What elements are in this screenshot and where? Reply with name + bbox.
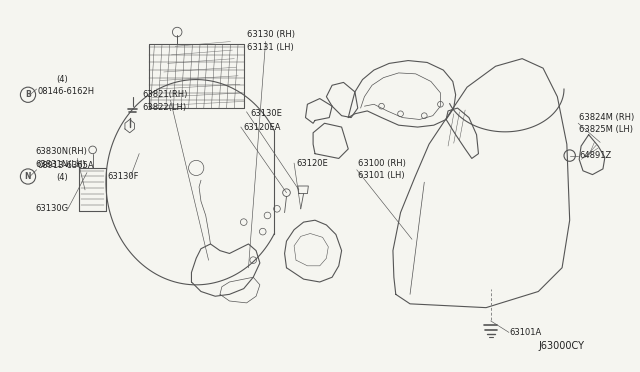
Text: 63821(RH): 63821(RH) — [142, 90, 188, 99]
Text: 63130 (RH): 63130 (RH) — [246, 31, 294, 39]
Text: 63100 (RH): 63100 (RH) — [358, 159, 406, 168]
Text: 08913-6365A: 08913-6365A — [38, 161, 94, 170]
Text: 63130G: 63130G — [36, 204, 68, 213]
Text: 63822(LH): 63822(LH) — [142, 103, 186, 112]
Text: J63000CY: J63000CY — [538, 341, 584, 351]
Text: 63824M (RH): 63824M (RH) — [579, 113, 634, 122]
Text: 63831N(LH): 63831N(LH) — [36, 160, 86, 169]
Text: 63101A: 63101A — [510, 328, 542, 337]
Text: (4): (4) — [56, 173, 68, 182]
Text: 63120EA: 63120EA — [244, 123, 281, 132]
Text: 63120E: 63120E — [296, 159, 328, 168]
Text: 08146-6162H: 08146-6162H — [38, 87, 95, 96]
Text: B: B — [25, 90, 31, 99]
Text: 63825M (LH): 63825M (LH) — [579, 125, 633, 134]
Text: (4): (4) — [56, 75, 68, 84]
Text: 63101 (LH): 63101 (LH) — [358, 171, 404, 180]
Text: N: N — [25, 172, 31, 181]
Text: 64891Z: 64891Z — [579, 151, 611, 160]
Text: 63130E: 63130E — [250, 109, 282, 118]
Text: 63830N(RH): 63830N(RH) — [36, 147, 88, 156]
Text: 63130F: 63130F — [108, 172, 140, 181]
Text: 63131 (LH): 63131 (LH) — [246, 43, 293, 52]
